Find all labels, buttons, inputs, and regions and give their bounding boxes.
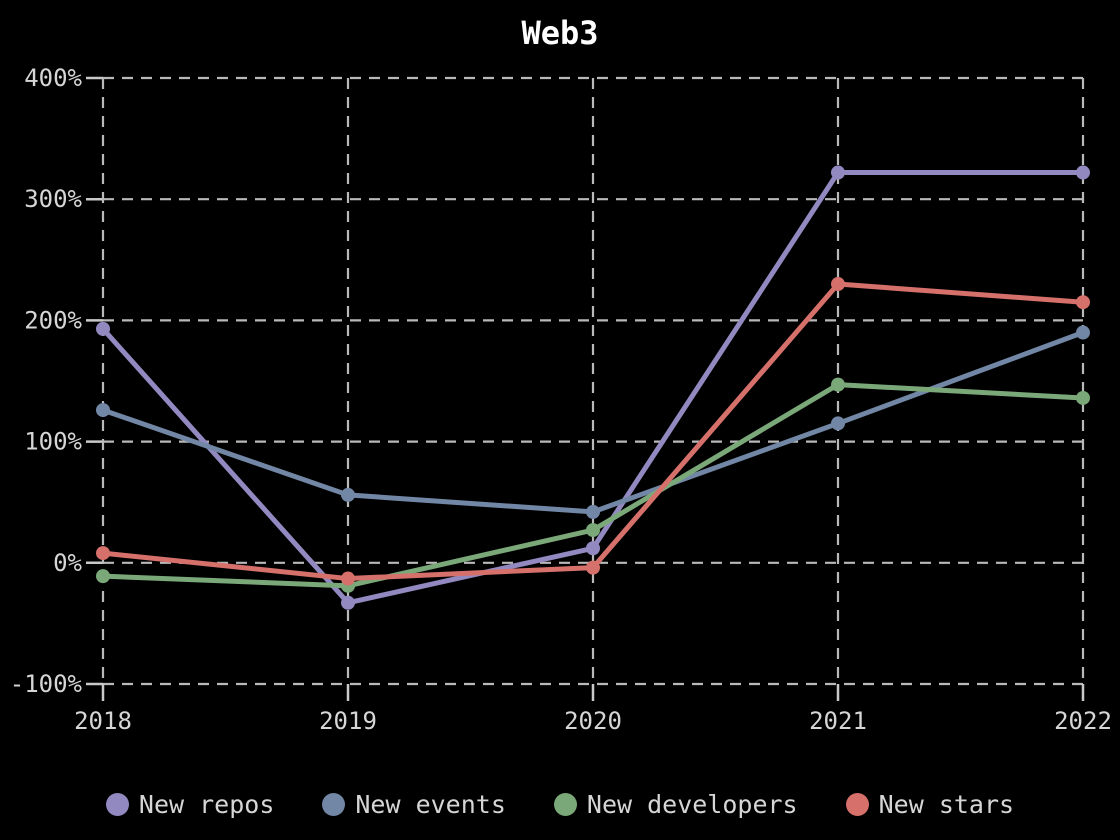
data-point-new-events-2022 (1076, 325, 1090, 340)
data-point-new-developers-2018 (96, 569, 110, 584)
x-axis-label-2018: 2018 (74, 707, 132, 735)
legend-marker-new-stars-icon (845, 792, 869, 816)
legend-label-new-repos: New repos (138, 789, 275, 819)
data-point-new-repos-2018 (96, 321, 110, 336)
x-axis-label-2021: 2021 (809, 707, 867, 735)
legend-item-new-repos[interactable]: New repos (105, 789, 275, 819)
data-point-new-events-2020 (586, 504, 600, 519)
legend-item-new-events[interactable]: New events (322, 792, 506, 817)
x-axis-label-2020: 2020 (564, 707, 622, 735)
data-point-new-developers-2020 (586, 523, 600, 538)
chart-legend: New repos New events New developers New sta… (0, 780, 1120, 828)
y-axis-label-100: 100% (24, 428, 82, 456)
data-point-new-events-2018 (96, 403, 110, 418)
y-axis-label-300: 300% (24, 185, 82, 213)
y-axis-label-200: 200% (24, 306, 82, 334)
data-point-new-repos-2021 (831, 165, 845, 180)
data-point-new-repos-2022 (1076, 165, 1090, 180)
data-point-new-events-2019 (341, 487, 355, 502)
x-axis-label-2019: 2019 (319, 707, 377, 735)
legend-item-new-developers[interactable]: New developers (553, 789, 798, 819)
x-axis-label-2022: 2022 (1054, 707, 1112, 735)
data-point-new-stars-2022 (1076, 295, 1090, 310)
data-point-new-stars-2019 (341, 571, 355, 586)
legend-marker-new-events-icon (322, 792, 346, 816)
chart-title: Web3 (521, 14, 599, 52)
y-axis-label-400: 400% (24, 64, 82, 92)
legend-item-new-stars[interactable]: New stars (845, 789, 1015, 819)
legend-label-new-stars: New stars (878, 789, 1015, 819)
data-point-new-repos-2019 (341, 595, 355, 610)
data-point-new-repos-2020 (586, 541, 600, 556)
legend-label-new-events: New events (355, 789, 506, 819)
y-axis-label-0: 0% (53, 549, 82, 577)
data-point-new-developers-2021 (831, 377, 845, 392)
line-chart-plot: 400% 300% 200% 100% 0% -100% 2018 2019 2020 2021 2… (10, 64, 1112, 735)
data-point-new-stars-2020 (586, 560, 600, 575)
data-point-new-developers-2022 (1076, 390, 1090, 405)
data-point-new-stars-2018 (96, 546, 110, 561)
legend-marker-new-repos-icon (105, 792, 129, 816)
data-point-new-stars-2021 (831, 277, 845, 292)
y-axis-label--100: -100% (10, 670, 83, 698)
data-point-new-events-2021 (831, 416, 845, 431)
legend-marker-new-developers-icon (553, 792, 577, 816)
legend-label-new-developers: New developers (586, 789, 798, 819)
